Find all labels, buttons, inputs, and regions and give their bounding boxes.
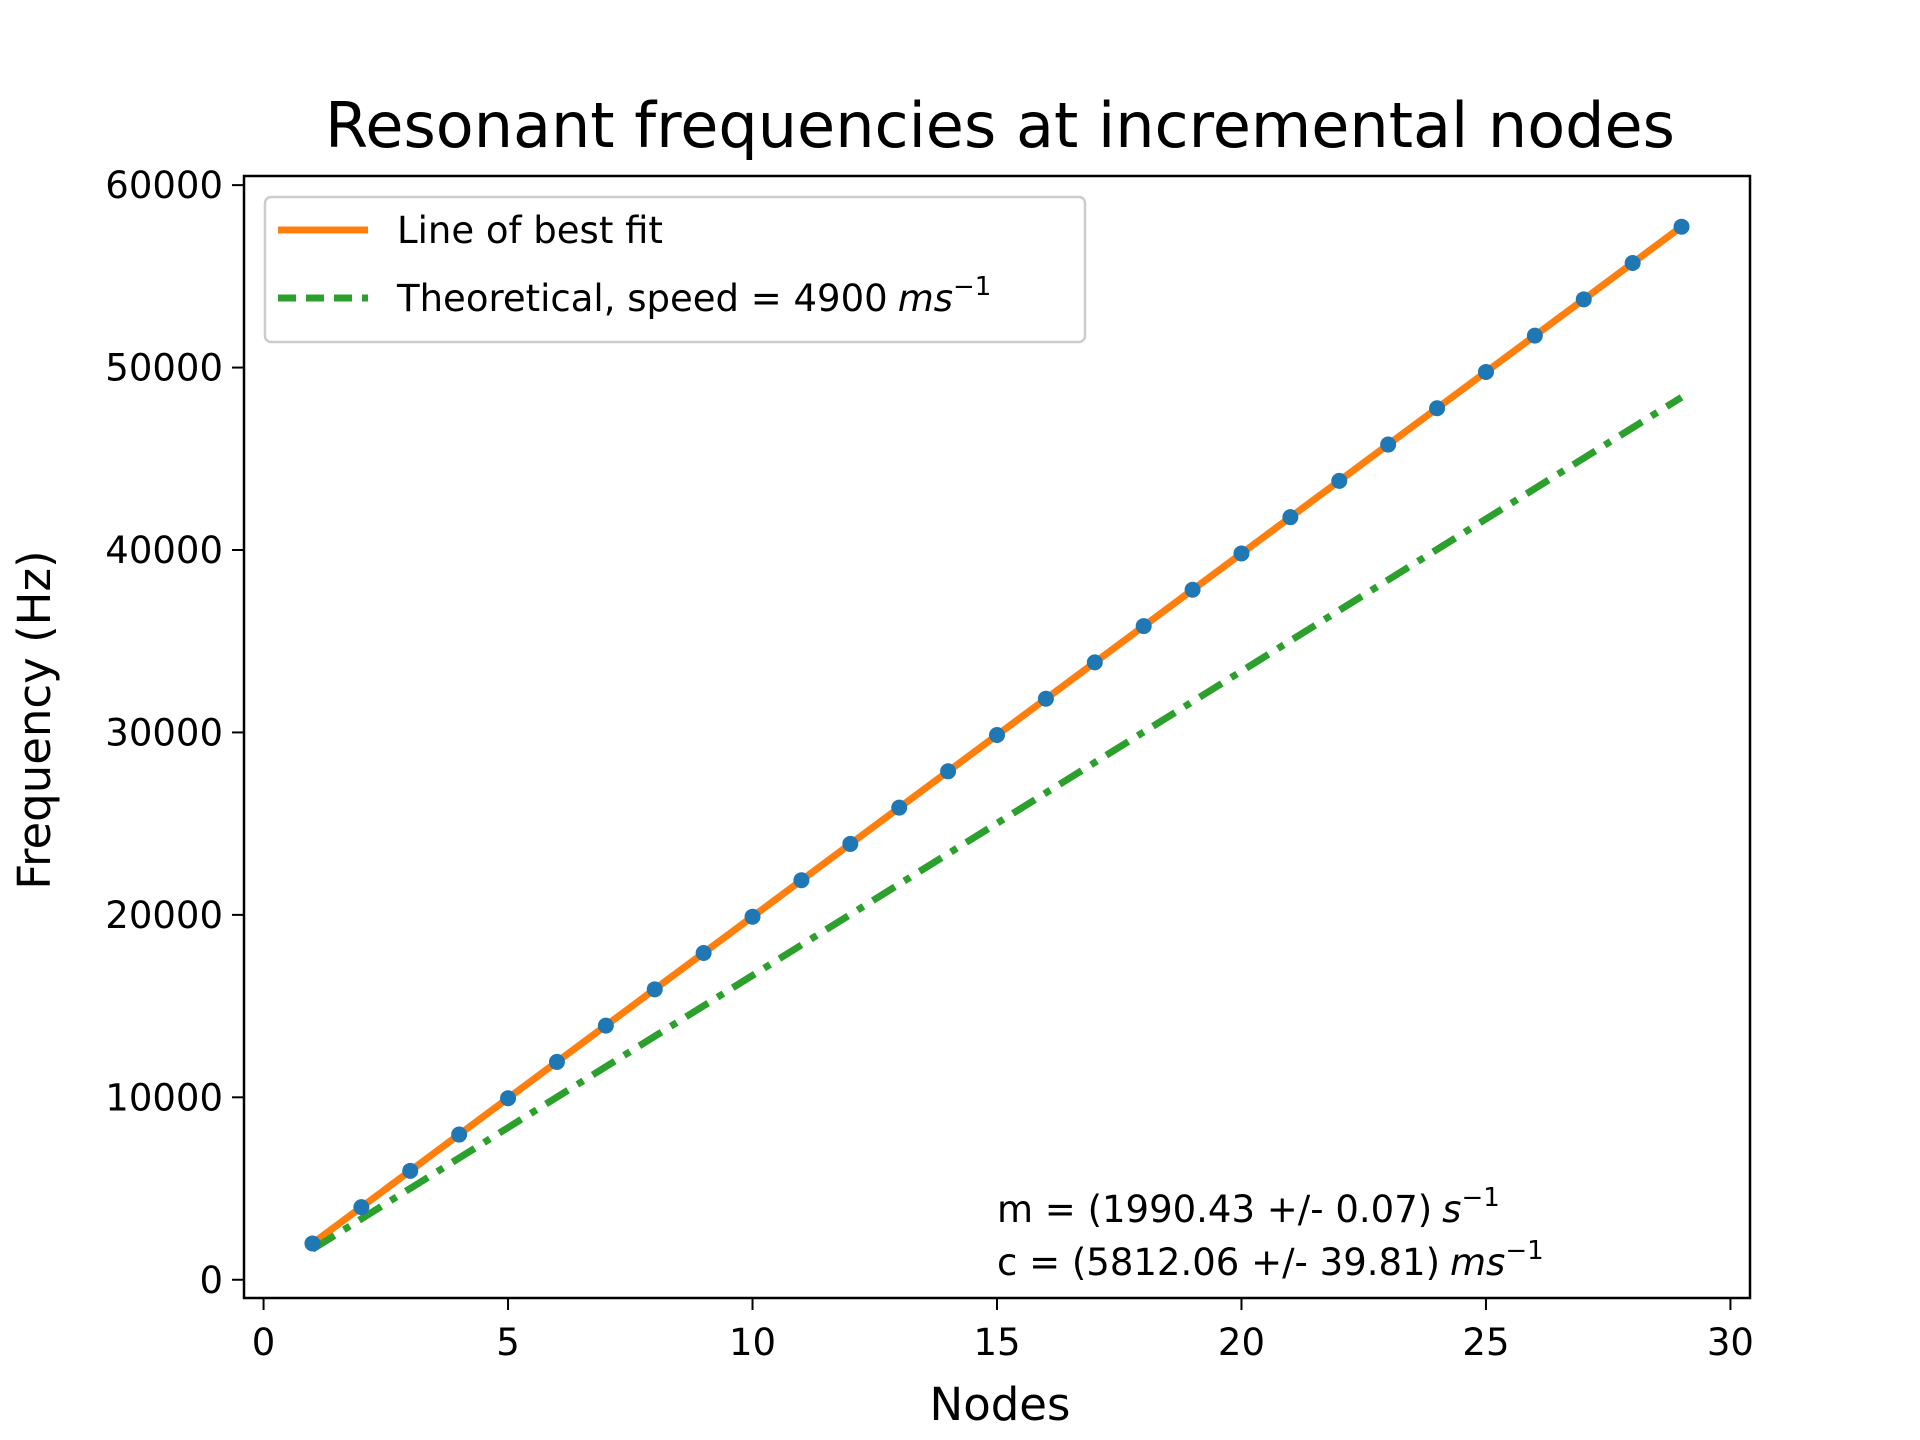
data-point — [744, 908, 761, 925]
data-point — [402, 1162, 419, 1179]
legend-label: Theoretical, speed = 4900 ms−1 — [396, 272, 991, 320]
data-point — [1135, 618, 1152, 635]
plot-marks — [304, 218, 1690, 1253]
data-point — [1477, 363, 1494, 380]
data-point — [1331, 472, 1348, 489]
y-tick-label: 30000 — [105, 711, 223, 754]
fit-annotation: m = (1990.43 +/- 0.07) s−1 — [997, 1183, 1500, 1231]
fit-annotations: m = (1990.43 +/- 0.07) s−1 c = (5812.06 +/… — [997, 1183, 1544, 1284]
fit-annotation: c = (5812.06 +/- 39.81) ms−1 — [997, 1236, 1544, 1284]
legend-label: Line of best fit — [397, 209, 663, 252]
data-point — [304, 1235, 321, 1252]
x-tick-label: 0 — [252, 1321, 276, 1364]
x-axis-label: Nodes — [930, 1378, 1071, 1431]
data-point — [646, 981, 663, 998]
x-tick-label: 25 — [1462, 1321, 1509, 1364]
data-point — [597, 1017, 614, 1034]
data-point — [1086, 654, 1103, 671]
data-point — [1575, 291, 1592, 308]
data-point — [940, 763, 957, 780]
data-point — [1624, 255, 1641, 272]
y-axis-label: Frequency (Hz) — [8, 550, 61, 889]
data-point — [891, 799, 908, 816]
data-point — [989, 726, 1005, 743]
x-tick-label: 10 — [729, 1321, 776, 1364]
data-point — [695, 945, 712, 962]
x-tick-label: 20 — [1218, 1321, 1265, 1364]
data-point — [842, 835, 859, 852]
y-tick-label: 60000 — [105, 164, 223, 207]
x-tick-label: 30 — [1707, 1321, 1754, 1364]
theoretical-line — [310, 394, 1684, 1253]
data-point — [451, 1126, 468, 1143]
axes: 0 5 10 15 20 25 30 0 10000 20000 30000 40000 50000 60… — [105, 164, 1754, 1364]
legend: Line of best fit Theoretical, speed = 490… — [263, 195, 1087, 344]
data-point — [1037, 690, 1054, 707]
data-point — [353, 1199, 370, 1216]
data-point — [1282, 509, 1299, 526]
data-point — [1429, 400, 1446, 417]
data-point — [1380, 436, 1397, 453]
y-tick-label: 40000 — [105, 529, 223, 572]
y-tick-label: 10000 — [105, 1076, 223, 1119]
y-tick-label: 0 — [199, 1259, 223, 1302]
x-tick-label: 5 — [496, 1321, 520, 1364]
data-point — [1673, 218, 1690, 235]
x-tick-label: 15 — [973, 1321, 1020, 1364]
data-point — [793, 872, 810, 889]
data-point — [1233, 545, 1250, 562]
data-point — [548, 1053, 565, 1070]
data-point — [500, 1090, 517, 1107]
y-tick-label: 50000 — [105, 347, 223, 390]
chart-title: Resonant frequencies at incremental node… — [325, 89, 1675, 162]
data-point — [1526, 327, 1543, 344]
data-point — [1184, 581, 1201, 598]
y-tick-label: 20000 — [105, 894, 223, 937]
legend-box — [263, 195, 1087, 344]
